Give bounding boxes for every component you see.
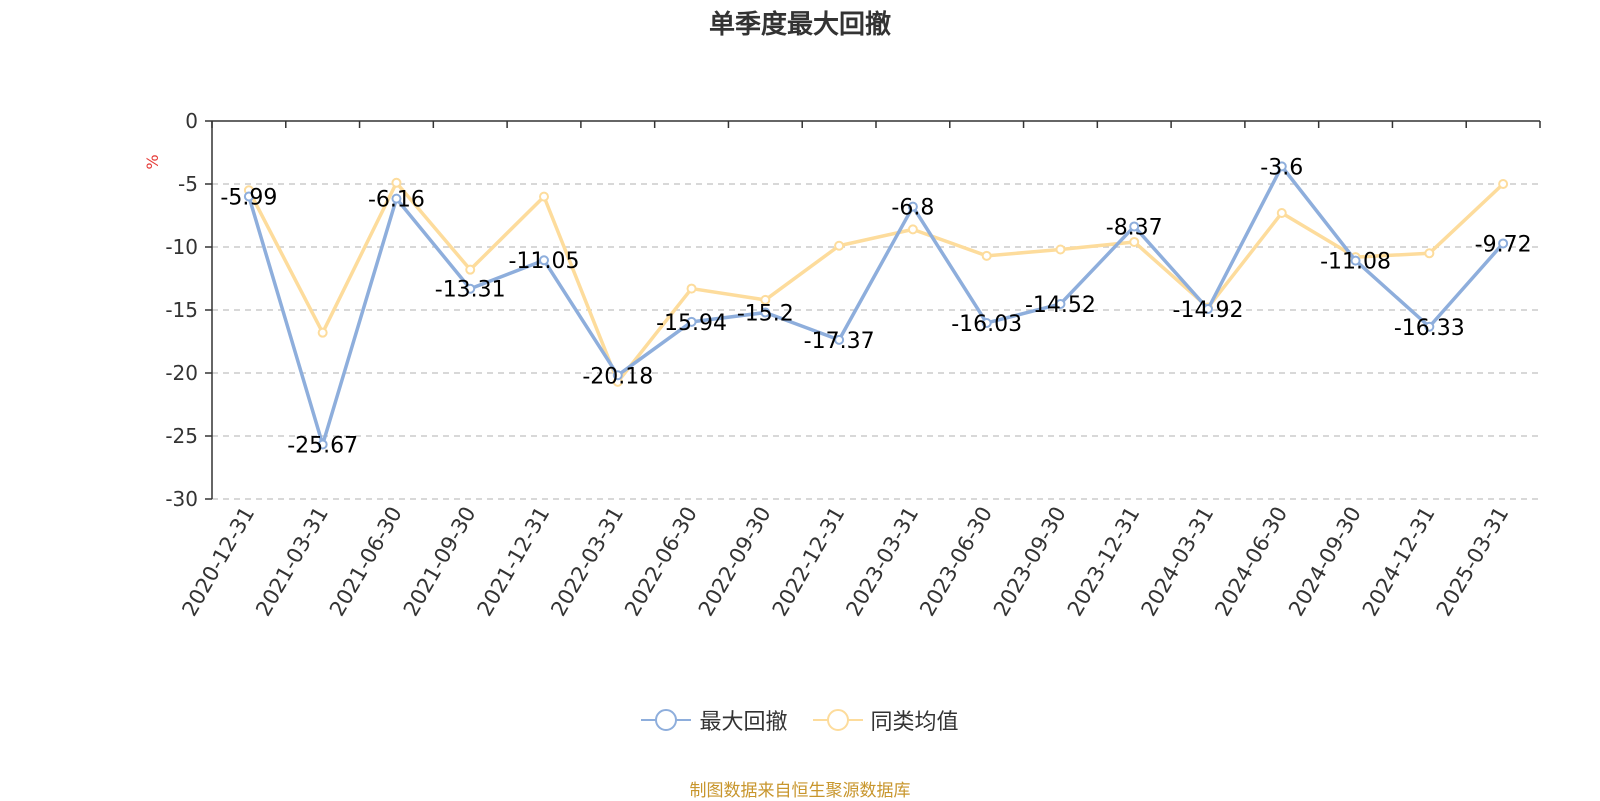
- data-point-max-drawdown: [539, 255, 549, 266]
- data-point-max-drawdown: [834, 334, 845, 345]
- data-point-peer-average: [1498, 179, 1509, 189]
- x-tick-label: 2023-09-30: [989, 503, 1071, 621]
- data-point-peer-average: [317, 327, 328, 338]
- legend-label: 同类均值: [870, 710, 959, 735]
- data-point-max-drawdown: [1055, 298, 1066, 309]
- x-tick-label: 2021-12-31: [473, 503, 555, 621]
- data-label: -13.31: [435, 278, 506, 303]
- y-tick-label: -15: [165, 298, 198, 322]
- data-point-max-drawdown: [1350, 255, 1361, 266]
- x-tick-label: 2020-12-31: [177, 503, 259, 621]
- x-tick-label: 2022-09-30: [694, 503, 776, 621]
- data-label: -20.18: [582, 364, 653, 389]
- data-point-max-drawdown: [317, 439, 328, 450]
- data-point-max-drawdown: [391, 193, 402, 204]
- legend: 最大回撤 同类均值: [0, 704, 1600, 736]
- data-label: -14.92: [1173, 298, 1244, 323]
- data-point-max-drawdown: [1203, 303, 1213, 314]
- data-point-peer-average: [1129, 236, 1140, 247]
- data-point-peer-average: [834, 240, 845, 251]
- x-tick-label: 2024-03-31: [1137, 503, 1219, 621]
- data-point-max-drawdown: [612, 370, 623, 381]
- data-label: -5.99: [220, 185, 277, 210]
- data-point-max-drawdown: [1498, 238, 1509, 249]
- data-label: -16.03: [951, 312, 1022, 337]
- data-point-max-drawdown: [243, 191, 254, 202]
- data-point-peer-average: [907, 224, 918, 235]
- x-tick-label: 2022-06-30: [620, 503, 702, 621]
- data-label: -11.05: [509, 249, 580, 274]
- x-tick-label: 2025-03-31: [1432, 503, 1514, 621]
- data-point-max-drawdown: [1424, 321, 1435, 332]
- data-label: -16.33: [1394, 316, 1465, 341]
- data-point-max-drawdown: [907, 201, 918, 212]
- data-label: -6.16: [368, 188, 425, 213]
- x-tick-label: 2022-12-31: [768, 503, 850, 621]
- legend-line-circle-icon: [641, 709, 692, 731]
- data-point-max-drawdown: [686, 316, 697, 327]
- data-point-peer-average: [1276, 207, 1287, 218]
- legend-item-max-drawdown[interactable]: 最大回撤: [641, 704, 787, 736]
- data-point-peer-average: [981, 250, 992, 261]
- x-tick-label: 2021-06-30: [325, 503, 407, 621]
- data-label: -15.94: [656, 311, 727, 336]
- data-label: -6.8: [891, 196, 934, 221]
- legend-line-circle-icon: [812, 709, 863, 731]
- data-label: -3.6: [1260, 155, 1303, 180]
- x-tick-label: 2021-03-31: [251, 503, 333, 621]
- data-point-peer-average: [539, 191, 549, 202]
- legend-item-peer-average[interactable]: 同类均值: [812, 704, 959, 736]
- data-point-peer-average: [760, 294, 771, 305]
- data-point-peer-average: [391, 177, 402, 188]
- data-point-max-drawdown: [981, 317, 992, 328]
- x-tick-label: 2021-09-30: [399, 503, 481, 621]
- data-point-max-drawdown: [760, 307, 771, 318]
- y-axis-unit-label: %: [143, 154, 162, 169]
- data-point-max-drawdown: [1129, 221, 1140, 232]
- y-tick-label: -10: [165, 235, 198, 259]
- data-label: -17.37: [804, 329, 875, 354]
- y-tick-label: -30: [165, 487, 198, 511]
- data-label: -14.52: [1025, 293, 1096, 318]
- data-label: -15.2: [737, 302, 794, 327]
- x-tick-label: 2024-09-30: [1284, 503, 1366, 621]
- legend-label: 最大回撤: [699, 710, 788, 735]
- y-tick-label: -5: [178, 172, 198, 196]
- data-label: -11.08: [1320, 250, 1391, 275]
- y-tick-label: -20: [165, 361, 198, 385]
- source-note: 制图数据来自恒生聚源数据库: [689, 781, 911, 801]
- x-tick-label: 2023-06-30: [915, 503, 997, 621]
- data-label: -8.37: [1106, 215, 1163, 240]
- x-tick-label: 2023-03-31: [841, 503, 923, 621]
- y-tick-label: 0: [185, 109, 198, 133]
- x-tick-label: 2024-06-30: [1210, 503, 1292, 621]
- chart-title: 单季度最大回撤: [708, 10, 891, 40]
- data-point-peer-average: [1055, 244, 1066, 255]
- data-point-peer-average: [1424, 248, 1435, 259]
- data-label: -9.72: [1475, 232, 1532, 257]
- data-point-peer-average: [465, 264, 476, 275]
- x-tick-label: 2024-12-31: [1358, 503, 1440, 621]
- data-point-max-drawdown: [1276, 161, 1287, 172]
- series-line-max-drawdown: [247, 164, 1505, 447]
- data-point-peer-average: [686, 283, 697, 294]
- data-label: -25.67: [287, 433, 358, 458]
- data-point-max-drawdown: [465, 283, 476, 294]
- series-line-peer-average: [247, 180, 1505, 384]
- x-tick-label: 2023-12-31: [1063, 503, 1145, 621]
- y-tick-label: -25: [165, 424, 198, 448]
- x-tick-label: 2022-03-31: [546, 503, 628, 621]
